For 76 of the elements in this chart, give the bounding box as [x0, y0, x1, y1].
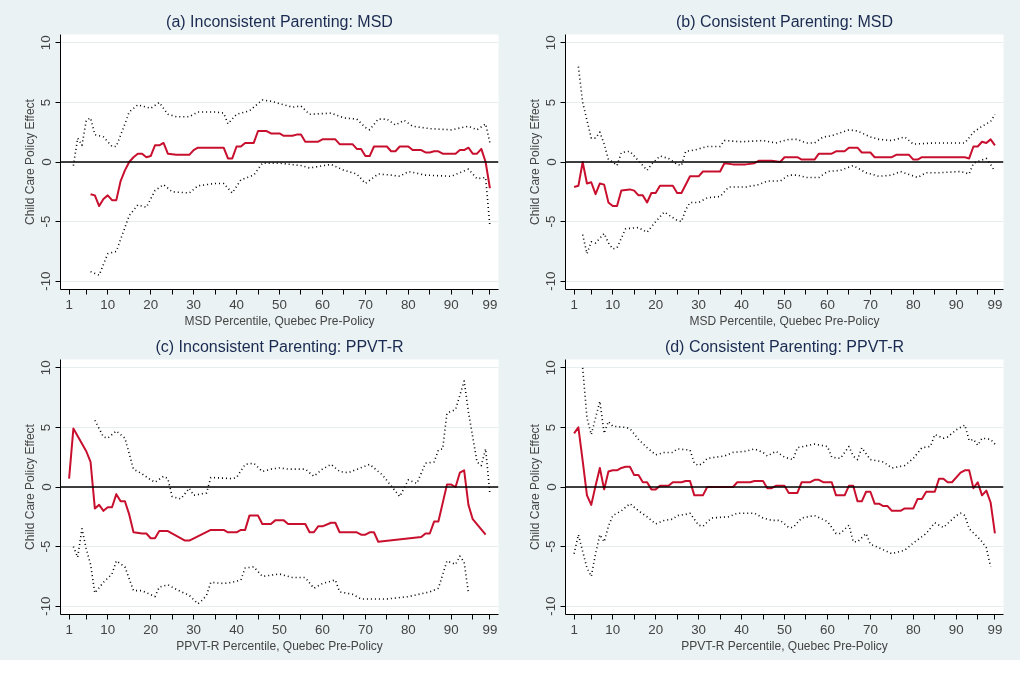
- x-tick-label: 60: [315, 296, 330, 312]
- x-tick-label: 40: [734, 296, 749, 312]
- x-tick-label: 60: [820, 621, 835, 637]
- x-tick-label: 70: [357, 296, 373, 312]
- y-tick-label: 10: [543, 360, 559, 376]
- y-axis-title: Child Care Policy Effect: [22, 98, 37, 225]
- x-tick-label: 20: [143, 621, 159, 637]
- y-tick-label: -5: [38, 540, 54, 553]
- y-tick-label: 0: [38, 158, 54, 166]
- x-tick-label: 40: [229, 621, 244, 637]
- x-tick-label: 70: [357, 621, 373, 637]
- y-axis-title: Child Care Policy Effect: [22, 423, 37, 550]
- x-tick-label: 50: [777, 296, 792, 312]
- x-tick-label: 1: [65, 296, 73, 312]
- y-tick-label: -5: [543, 540, 559, 553]
- x-tick-label: 80: [400, 621, 416, 637]
- x-tick-label: 99: [482, 296, 498, 312]
- y-tick-label: 10: [38, 360, 54, 376]
- x-tick-label: 40: [229, 296, 244, 312]
- x-tick-label: 1: [65, 621, 73, 637]
- y-tick-label: -10: [543, 271, 559, 291]
- x-tick-label: 10: [100, 296, 116, 312]
- x-tick-label: 90: [443, 296, 459, 312]
- y-tick-label: 0: [543, 483, 559, 491]
- y-tick-label: -5: [38, 215, 54, 228]
- x-axis-title: MSD Percentile, Quebec Pre-Policy: [184, 313, 375, 328]
- x-tick-label: 80: [905, 296, 921, 312]
- x-tick-label: 80: [905, 621, 921, 637]
- x-tick-label: 99: [987, 621, 1003, 637]
- y-axis-title: Child Care Policy Effect: [527, 98, 542, 225]
- x-tick-label: 80: [400, 296, 416, 312]
- x-tick-label: 10: [605, 621, 621, 637]
- x-tick-label: 30: [691, 621, 707, 637]
- y-tick-label: 5: [38, 98, 54, 107]
- y-tick-label: 5: [543, 423, 559, 432]
- y-tick-label: 0: [543, 158, 559, 166]
- y-tick-label: -10: [38, 271, 54, 291]
- y-tick-label: 10: [38, 35, 54, 51]
- x-tick-label: 40: [734, 621, 749, 637]
- y-tick-label: 5: [543, 98, 559, 107]
- x-tick-label: 1: [570, 621, 578, 637]
- x-tick-label: 90: [443, 621, 459, 637]
- x-axis-title: PPVT-R Percentile, Quebec Pre-Policy: [681, 638, 888, 653]
- x-tick-label: 1: [570, 296, 578, 312]
- x-tick-label: 90: [948, 621, 964, 637]
- x-tick-label: 30: [186, 296, 202, 312]
- x-tick-label: 20: [648, 621, 664, 637]
- x-tick-label: 99: [482, 621, 498, 637]
- x-tick-label: 20: [143, 296, 159, 312]
- chart-title: (d) Consistent Parenting: PPVT-R: [664, 337, 905, 355]
- x-axis-title: MSD Percentile, Quebec Pre-Policy: [689, 313, 880, 328]
- x-tick-label: 10: [605, 296, 621, 312]
- x-tick-label: 10: [100, 621, 116, 637]
- y-tick-label: 0: [38, 483, 54, 491]
- x-tick-label: 90: [948, 296, 964, 312]
- x-tick-label: 50: [777, 621, 792, 637]
- x-tick-label: 60: [820, 296, 835, 312]
- y-tick-label: 10: [543, 35, 559, 51]
- x-tick-label: 50: [272, 296, 287, 312]
- chart-title: (b) Consistent Parenting: MSD: [676, 12, 893, 30]
- x-tick-label: 60: [315, 621, 330, 637]
- chart-title: (c) Inconsistent Parenting: PPVT-R: [155, 337, 404, 355]
- y-tick-label: -10: [38, 596, 54, 616]
- x-tick-label: 50: [272, 621, 287, 637]
- x-tick-label: 70: [862, 621, 878, 637]
- y-tick-label: 5: [38, 423, 54, 432]
- x-tick-label: 99: [987, 296, 1003, 312]
- chart-title: (a) Inconsistent Parenting: MSD: [166, 12, 393, 30]
- y-axis-title: Child Care Policy Effect: [527, 423, 542, 550]
- x-tick-label: 30: [691, 296, 707, 312]
- x-tick-label: 30: [186, 621, 202, 637]
- y-tick-label: -10: [543, 596, 559, 616]
- x-axis-title: PPVT-R Percentile, Quebec Pre-Policy: [176, 638, 383, 653]
- y-tick-label: -5: [543, 215, 559, 228]
- x-tick-label: 70: [862, 296, 878, 312]
- x-tick-label: 20: [648, 296, 664, 312]
